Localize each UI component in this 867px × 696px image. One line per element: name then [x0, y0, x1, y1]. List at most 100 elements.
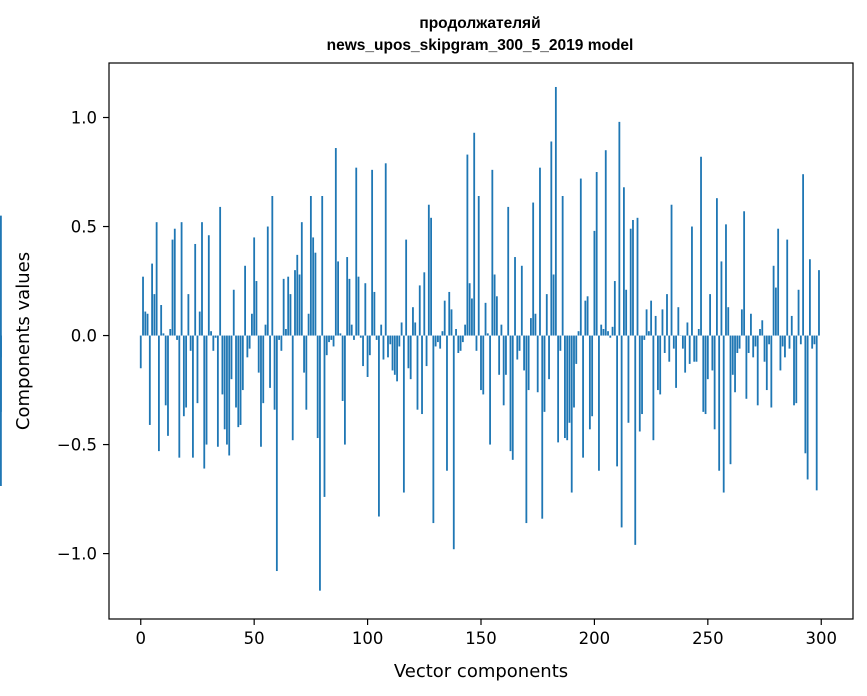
bar — [334, 148, 337, 336]
bar — [278, 335, 281, 340]
x-tick-label: 50 — [244, 629, 265, 648]
bar — [554, 86, 557, 336]
bar — [359, 335, 362, 338]
bar — [416, 335, 419, 410]
bar — [418, 285, 421, 336]
bar — [251, 313, 253, 336]
bar — [241, 335, 244, 391]
bar — [173, 228, 176, 336]
bar — [518, 335, 521, 351]
bar — [498, 335, 501, 375]
bar — [357, 276, 360, 336]
bar — [545, 294, 548, 336]
bar — [788, 335, 791, 349]
bar — [505, 335, 507, 375]
bar — [588, 335, 591, 430]
bar — [611, 326, 614, 336]
bar — [412, 307, 414, 336]
bar — [647, 331, 650, 336]
bar — [271, 196, 274, 336]
bar — [0, 335, 2, 358]
bar — [466, 154, 469, 336]
bar — [793, 335, 795, 406]
bar — [228, 335, 231, 456]
x-axis-label: Vector components — [394, 661, 568, 682]
bar — [686, 322, 689, 336]
bar — [155, 222, 158, 336]
bar — [781, 335, 784, 347]
bar — [527, 335, 530, 391]
bar — [684, 335, 687, 373]
bar — [221, 335, 224, 395]
bar — [366, 335, 369, 377]
bar — [634, 335, 637, 545]
bar — [405, 239, 408, 336]
bar — [693, 335, 696, 362]
bar — [378, 335, 380, 517]
bar — [273, 335, 276, 410]
bar — [740, 309, 743, 336]
bar — [559, 335, 562, 351]
bar — [514, 257, 516, 336]
bar — [180, 222, 183, 336]
bar — [813, 335, 816, 345]
bar — [600, 324, 603, 336]
bar — [681, 335, 684, 349]
bar — [495, 296, 498, 336]
x-tick-label: 100 — [352, 629, 384, 648]
bar — [657, 335, 659, 391]
bar — [493, 274, 496, 336]
bar — [214, 335, 217, 338]
bar — [266, 226, 269, 336]
bar — [743, 211, 746, 336]
bar — [618, 121, 621, 336]
bar — [294, 270, 296, 336]
bar — [257, 335, 260, 373]
bar — [151, 263, 153, 336]
bar — [645, 309, 648, 336]
bar — [244, 265, 246, 336]
bar — [811, 335, 814, 349]
bar — [745, 335, 748, 399]
bar — [548, 335, 550, 380]
bar — [652, 335, 655, 441]
bar — [393, 335, 396, 375]
bar — [691, 226, 693, 336]
bar — [643, 335, 646, 340]
bar — [799, 335, 802, 345]
bar — [230, 335, 233, 380]
bar — [577, 331, 580, 336]
bar — [711, 335, 714, 371]
bar — [350, 324, 353, 336]
bar — [765, 335, 768, 391]
bar — [280, 335, 283, 351]
bar — [344, 335, 346, 445]
bar — [623, 187, 625, 336]
bar — [373, 291, 376, 336]
bar — [402, 335, 405, 493]
bar — [564, 335, 566, 439]
bar — [629, 228, 632, 336]
bar — [255, 281, 258, 336]
bar — [203, 335, 206, 469]
bar — [475, 335, 478, 351]
bar — [756, 335, 759, 406]
bar — [232, 289, 235, 336]
bar — [171, 239, 174, 336]
bar — [282, 278, 285, 336]
bar — [568, 335, 571, 423]
bar — [355, 167, 358, 336]
y-axis-ticks: −1.0 −0.5 0.0 0.5 1.0 — [57, 109, 109, 564]
chart-title-line2: news_upos_skipgram_300_5_2019 model — [327, 37, 634, 54]
bar — [774, 287, 777, 336]
y-tick-label: 0.0 — [71, 327, 97, 346]
bar — [362, 335, 364, 367]
bar — [802, 174, 804, 336]
bar — [520, 265, 523, 336]
bar — [636, 217, 639, 336]
bar — [632, 219, 634, 336]
bar — [550, 141, 553, 336]
bar — [178, 335, 181, 458]
y-tick-label: 1.0 — [71, 109, 97, 128]
bar — [182, 335, 185, 417]
